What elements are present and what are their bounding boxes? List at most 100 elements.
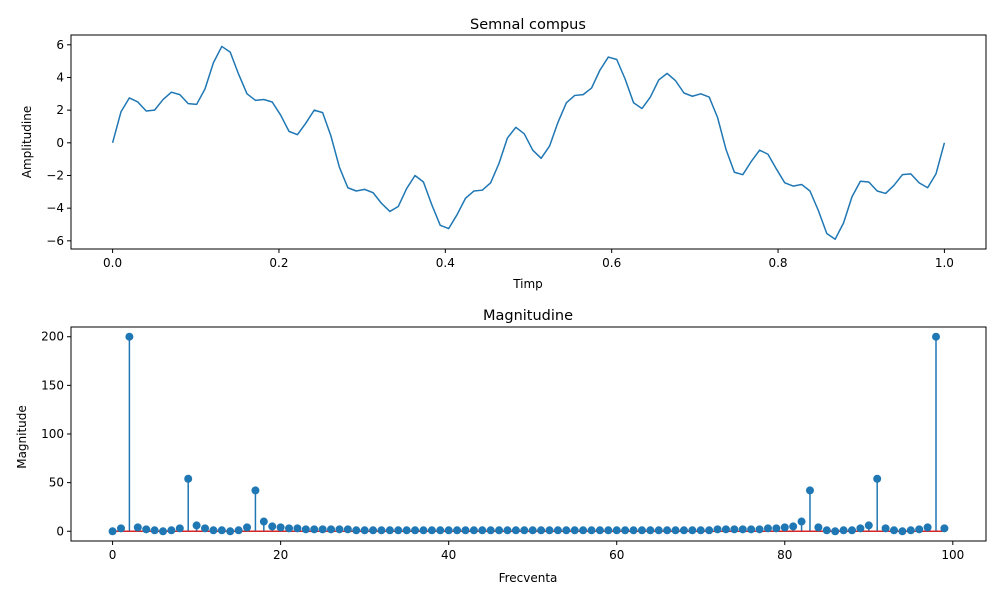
stem-marker [201, 524, 210, 533]
stem-marker [159, 527, 168, 536]
y-tick-label: 50 [49, 476, 64, 490]
x-tick-label: 0.2 [269, 256, 288, 270]
stem-marker [125, 332, 134, 341]
stem-marker [243, 523, 252, 532]
stem-marker [864, 521, 873, 530]
stem-marker [234, 526, 243, 535]
y-tick-label: −6 [46, 234, 64, 248]
signal-line [111, 45, 946, 240]
stem-marker [856, 524, 865, 533]
x-tick-label: 0 [109, 548, 117, 562]
stem-marker [579, 526, 588, 535]
stem-marker [923, 523, 932, 532]
stem-marker [478, 526, 487, 535]
y-tick-label: 4 [56, 70, 64, 84]
stem-marker [427, 526, 436, 535]
stem-marker [738, 525, 747, 534]
stem-marker [301, 525, 310, 534]
x-tick-label: 20 [273, 548, 288, 562]
x-axis-label: Frecventa [499, 571, 558, 585]
stem-marker [789, 522, 798, 531]
stem-marker [562, 526, 571, 535]
stem-marker [419, 526, 428, 535]
stem-marker [116, 524, 125, 533]
axes-frame [70, 34, 987, 250]
stem-marker [721, 525, 730, 534]
time-signal-chart: Semnal compus 0.0 0.2 0.4 0.6 0.8 1.0 −6 −4 −2 0… [20, 17, 987, 291]
stem-marker [192, 521, 201, 530]
stem-marker [696, 526, 705, 535]
stem-marker [251, 486, 260, 495]
stem-marker [318, 525, 327, 534]
y-axis-label: Magnitude [15, 405, 29, 469]
y-axis-ticks: 0 50 100 150 200 [41, 330, 71, 538]
y-tick-label: −2 [46, 168, 64, 182]
stem-marker [637, 526, 646, 535]
stem-marker [545, 526, 554, 535]
x-axis-ticks: 0 20 40 60 80 100 [109, 541, 964, 562]
x-axis-ticks: 0.0 0.2 0.4 0.6 0.8 1.0 [103, 249, 954, 270]
x-tick-label: 0.6 [602, 256, 621, 270]
y-tick-label: 0 [56, 524, 64, 538]
chart-title: Magnitudine [483, 308, 573, 324]
stem-marker [570, 526, 579, 535]
stem-marker [755, 525, 764, 534]
y-axis-label: Amplitudine [20, 106, 34, 178]
stem-marker [327, 525, 336, 534]
stem-marker [343, 525, 352, 534]
stem-marker [688, 526, 697, 535]
stem-marker [654, 526, 663, 535]
stem-marker [167, 526, 176, 535]
y-tick-label: 100 [41, 427, 64, 441]
stem-marker [310, 525, 319, 534]
stem-marker [780, 523, 789, 532]
stem-marker [142, 525, 151, 534]
stem-marker [528, 526, 537, 535]
x-tick-label: 60 [609, 548, 624, 562]
x-tick-label: 0.0 [103, 256, 122, 270]
stem-marker [763, 524, 772, 533]
stem-marker [822, 526, 831, 535]
stem-marker [150, 526, 159, 535]
stem-marker [797, 517, 806, 526]
stem-marker [553, 526, 562, 535]
stem-marker [377, 526, 386, 535]
y-tick-label: 6 [56, 38, 64, 52]
stem-marker [831, 527, 840, 536]
x-tick-label: 1.0 [935, 256, 954, 270]
stem-marker [293, 524, 302, 533]
stem-marker [747, 525, 756, 534]
stem-marker [226, 527, 235, 536]
x-tick-label: 0.8 [768, 256, 787, 270]
y-tick-label: 0 [56, 136, 64, 150]
stem-marker [847, 526, 856, 535]
stem-marker [276, 523, 285, 532]
stem-marker [772, 524, 781, 533]
stem-marker [940, 524, 949, 533]
y-tick-label: 150 [41, 378, 64, 392]
plot-area [108, 332, 949, 536]
stem-marker [184, 474, 193, 483]
stem-marker [839, 526, 848, 535]
stem-marker [705, 526, 714, 535]
stem-marker [873, 474, 882, 483]
y-tick-label: −4 [46, 201, 64, 215]
stem-marker [679, 526, 688, 535]
x-tick-label: 80 [777, 548, 792, 562]
stem-marker [268, 522, 277, 531]
stem-marker [495, 526, 504, 535]
stem-marker [385, 526, 394, 535]
stem-marker [906, 526, 915, 535]
stem-marker [889, 526, 898, 535]
stem-marker [520, 526, 529, 535]
stem-marker [730, 525, 739, 534]
stem-marker [444, 526, 453, 535]
stem-marker [285, 524, 294, 533]
stem-marker [453, 526, 462, 535]
stem-marker [932, 332, 941, 341]
y-tick-label: 200 [41, 330, 64, 344]
stem-marker [805, 486, 814, 495]
x-tick-label: 40 [441, 548, 456, 562]
stem-marker [394, 526, 403, 535]
